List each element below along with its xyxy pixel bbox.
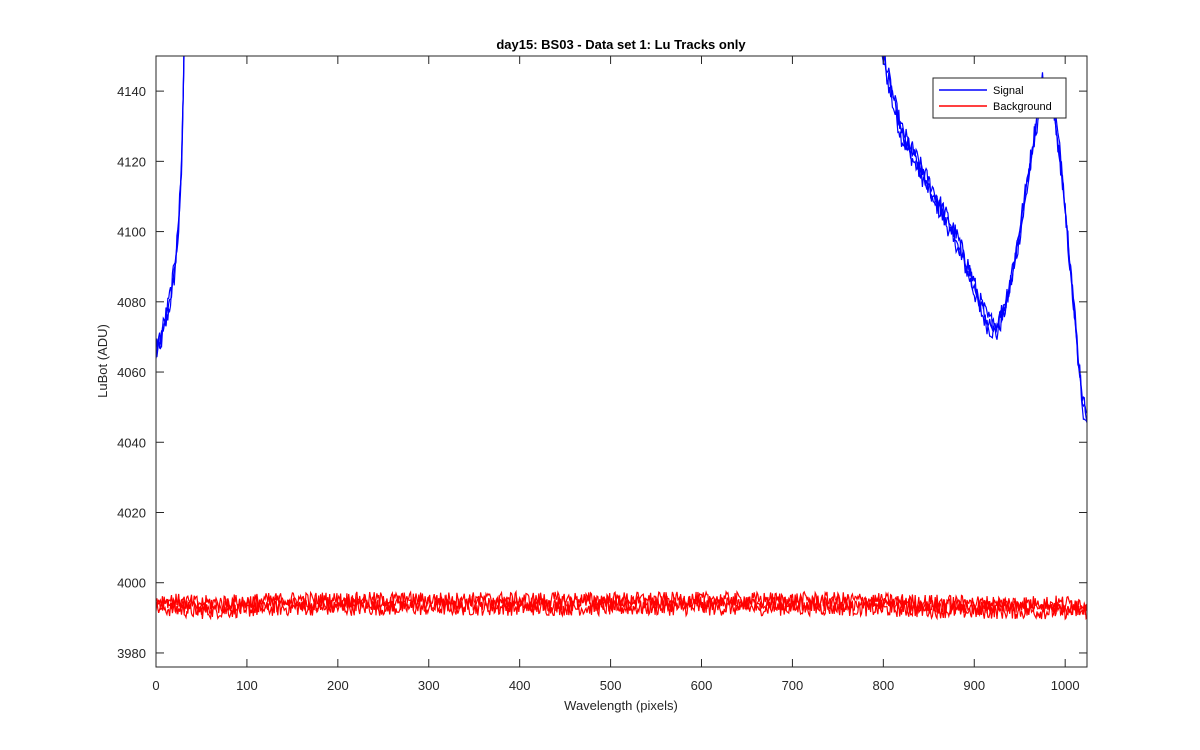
plot-frame — [155, 55, 1088, 668]
x-tick-label: 700 — [782, 678, 804, 693]
x-tick-label: 1000 — [1051, 678, 1080, 693]
x-tick-label: 800 — [872, 678, 894, 693]
legend: Signal Background — [932, 77, 1067, 119]
x-tick-label: 200 — [327, 678, 349, 693]
y-tick-label: 4100 — [117, 225, 146, 240]
series-line-signal — [156, 56, 185, 353]
x-tick-label: 0 — [152, 678, 159, 693]
x-tick-label: 600 — [691, 678, 713, 693]
series-line-background — [156, 589, 1087, 612]
plot-area — [156, 56, 1087, 667]
x-tick-label: 900 — [963, 678, 985, 693]
chart-title: day15: BS03 - Data set 1: Lu Tracks only — [496, 37, 746, 52]
y-tick-label: 4000 — [117, 576, 146, 591]
y-tick-label: 4020 — [117, 505, 146, 520]
legend-label-background: Background — [993, 101, 1052, 113]
ticks-layer: 0 100 200 300 400 500 600 700 800 900 1000 3980 4000… — [117, 56, 1087, 693]
y-axis-title: LuBot (ADU) — [95, 324, 110, 398]
legend-label-signal: Signal — [993, 85, 1024, 97]
series-line-signal — [156, 56, 185, 359]
series-line-background — [156, 598, 1087, 621]
series-layer — [156, 56, 1087, 621]
x-tick-label: 500 — [600, 678, 622, 693]
y-tick-label: 4040 — [117, 435, 146, 450]
x-tick-label: 300 — [418, 678, 440, 693]
x-tick-label: 400 — [509, 678, 531, 693]
legend-box — [932, 77, 1067, 119]
y-tick-label: 4080 — [117, 295, 146, 310]
y-tick-label: 4060 — [117, 365, 146, 380]
x-axis-title: Wavelength (pixels) — [564, 698, 678, 713]
y-tick-label: 3980 — [117, 646, 146, 661]
y-tick-label: 4140 — [117, 84, 146, 99]
x-tick-label: 100 — [236, 678, 258, 693]
y-tick-label: 4120 — [117, 154, 146, 169]
